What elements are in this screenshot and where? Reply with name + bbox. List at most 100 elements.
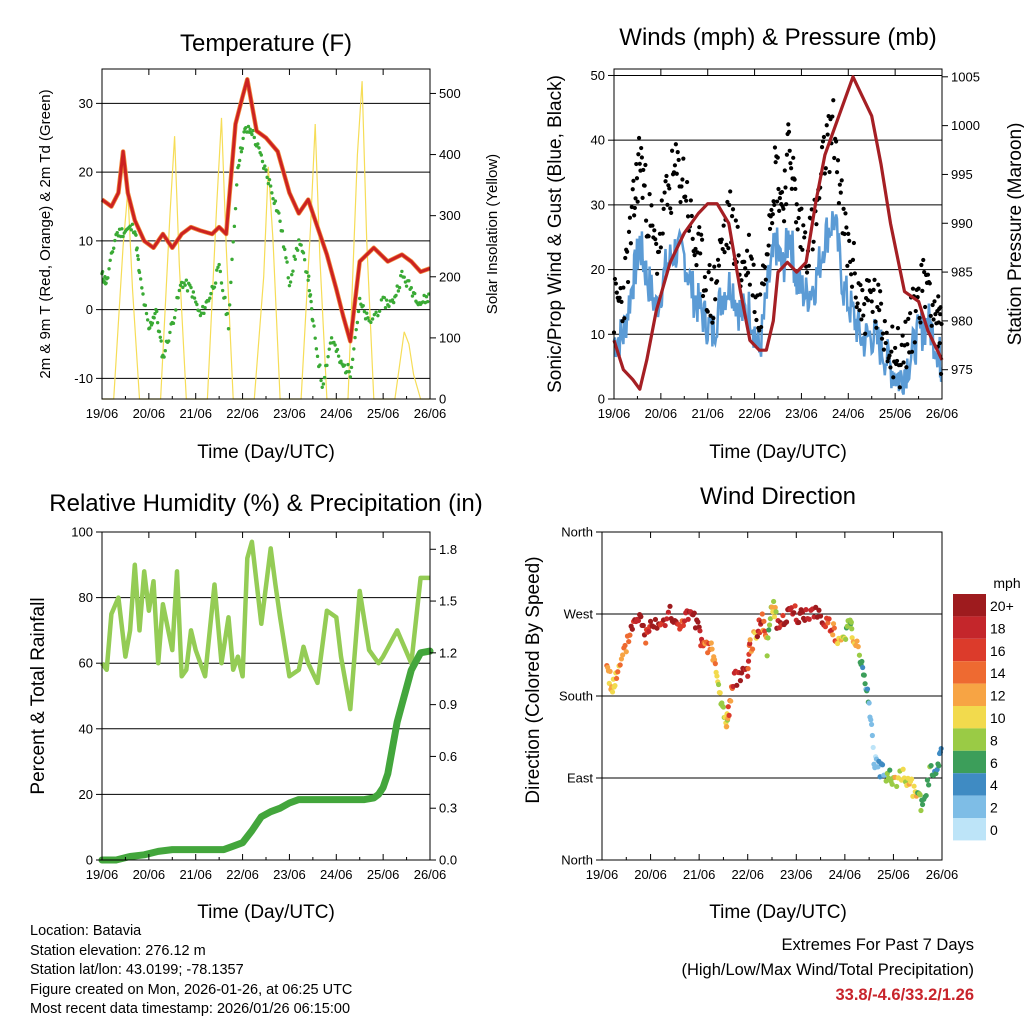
gust-point bbox=[709, 277, 714, 282]
latest-text: Most recent data timestamp: 2026/01/26 0… bbox=[30, 1001, 351, 1017]
gust-point bbox=[762, 264, 767, 270]
gust-point bbox=[788, 161, 793, 166]
gust-point bbox=[761, 282, 767, 287]
gust-point bbox=[909, 349, 915, 354]
gust-point bbox=[637, 161, 642, 166]
direction-point bbox=[734, 682, 740, 688]
extremes-box: Extremes For Past 7 Days (High/Low/Max W… bbox=[681, 933, 974, 1008]
gust-point bbox=[626, 229, 632, 234]
gust-point bbox=[873, 319, 878, 324]
gust-point bbox=[725, 199, 730, 205]
dewpoint-point bbox=[301, 251, 306, 255]
gust-point bbox=[754, 317, 759, 323]
legend-swatch bbox=[953, 683, 986, 706]
direction-point bbox=[875, 764, 881, 770]
dewpoint-point bbox=[148, 326, 152, 330]
gust-point bbox=[806, 263, 812, 268]
gust-point bbox=[879, 336, 885, 341]
dewpoint-point bbox=[108, 258, 112, 263]
gust-point bbox=[800, 247, 805, 252]
humidity-ytick-label: 20 bbox=[79, 787, 93, 802]
direction-point bbox=[764, 653, 770, 659]
gust-point bbox=[918, 320, 923, 325]
gust-point bbox=[765, 252, 770, 257]
gust-point bbox=[848, 272, 854, 277]
dewpoint-point bbox=[215, 268, 219, 272]
dewpoint-point bbox=[225, 311, 230, 316]
solar-ytick-right-label: 300 bbox=[439, 208, 461, 223]
dewpoint-point bbox=[379, 298, 384, 302]
gust-point bbox=[837, 182, 842, 187]
gust-point bbox=[655, 271, 660, 276]
gust-point bbox=[845, 263, 850, 268]
gust-point bbox=[733, 218, 738, 223]
elevation-text: Station elevation: 276.12 m bbox=[30, 942, 206, 959]
pressure-ytick-right-label: 1005 bbox=[951, 69, 980, 84]
gust-point bbox=[710, 320, 715, 325]
wind-direction-xtick-label: 22/06 bbox=[731, 867, 764, 882]
gust-point bbox=[870, 309, 875, 315]
direction-point bbox=[826, 616, 832, 622]
direction-point bbox=[613, 675, 620, 682]
gust-point bbox=[647, 192, 652, 197]
direction-point bbox=[792, 603, 798, 609]
temperature-ytick-label: -10 bbox=[74, 371, 93, 386]
gust-point bbox=[625, 249, 630, 254]
dewpoint-point bbox=[327, 347, 331, 351]
gust-point bbox=[822, 171, 827, 176]
gust-point bbox=[834, 139, 839, 144]
gust-point bbox=[916, 286, 921, 291]
gust-point bbox=[684, 198, 689, 203]
legend-label: 2 bbox=[990, 800, 998, 816]
humidity-ytick-label: 80 bbox=[79, 590, 93, 605]
gust-point bbox=[664, 173, 669, 179]
dewpoint-point bbox=[299, 243, 303, 247]
dewpoint-point bbox=[137, 270, 142, 275]
gust-point bbox=[781, 206, 786, 211]
direction-point bbox=[654, 625, 660, 631]
gust-point bbox=[661, 206, 666, 211]
winds-xtick-label: 26/06 bbox=[926, 406, 959, 421]
gust-point bbox=[658, 245, 663, 250]
dewpoint-point bbox=[322, 375, 327, 380]
direction-point bbox=[695, 619, 701, 625]
gust-point bbox=[763, 277, 768, 282]
direction-point bbox=[635, 618, 642, 624]
precip-ytick-right-label: 1.5 bbox=[439, 594, 457, 609]
direction-point bbox=[609, 689, 616, 695]
direction-point bbox=[620, 652, 626, 658]
gust-point bbox=[631, 178, 636, 183]
direction-point bbox=[626, 638, 632, 645]
gust-point bbox=[654, 241, 659, 246]
gust-point bbox=[680, 177, 685, 182]
gust-point bbox=[636, 135, 642, 141]
gust-point bbox=[675, 150, 680, 155]
dewpoint-point bbox=[267, 177, 272, 182]
gust-point bbox=[854, 304, 859, 310]
direction-point bbox=[854, 638, 860, 644]
dewpoint-point bbox=[335, 347, 340, 352]
dewpoint-point bbox=[413, 291, 417, 296]
gust-point bbox=[782, 168, 787, 173]
direction-point bbox=[934, 767, 940, 773]
gust-point bbox=[670, 148, 675, 153]
gust-point bbox=[749, 256, 754, 261]
gust-point bbox=[625, 279, 631, 285]
dewpoint-point bbox=[241, 136, 245, 141]
dewpoint-point bbox=[177, 288, 182, 293]
gust-point bbox=[860, 288, 865, 293]
gust-point bbox=[827, 169, 832, 175]
gust-point bbox=[857, 308, 862, 313]
legend-label: 12 bbox=[990, 688, 1006, 704]
winds-xtick-label: 21/06 bbox=[691, 406, 724, 421]
dewpoint-point bbox=[319, 378, 323, 383]
temperature-xtick-label: 20/06 bbox=[133, 406, 166, 421]
dewpoint-point bbox=[286, 276, 290, 280]
dewpoint-point bbox=[129, 228, 133, 232]
gust-point bbox=[824, 123, 829, 128]
extremes-subtitle: (High/Low/Max Wind/Total Precipitation) bbox=[681, 961, 974, 979]
dewpoint-point bbox=[202, 311, 206, 316]
dewpoint-point bbox=[120, 227, 124, 231]
direction-point bbox=[843, 636, 849, 642]
gust-point bbox=[713, 297, 718, 302]
